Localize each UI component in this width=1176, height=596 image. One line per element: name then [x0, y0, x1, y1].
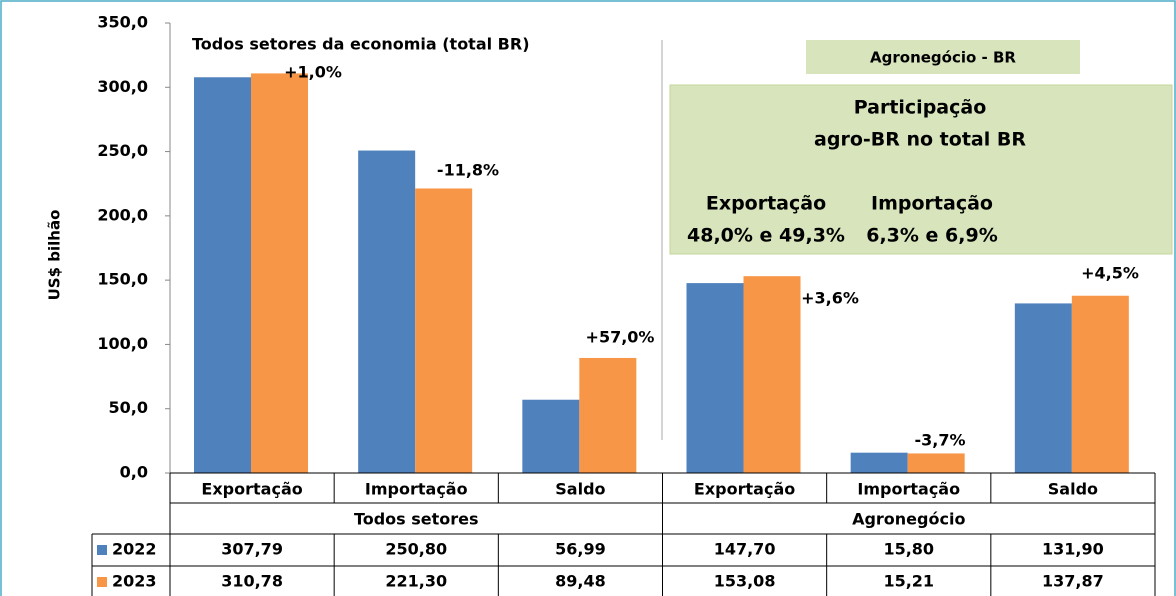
agro-box [806, 40, 1080, 74]
table-cell: 250,80 [385, 540, 447, 559]
bar [415, 188, 473, 473]
x-tick-label: Saldo [555, 480, 605, 499]
y-tick-label: 50,0 [109, 398, 148, 417]
table-cell: 15,21 [883, 572, 934, 591]
box-label: Importação [871, 193, 993, 215]
box-line: agro-BR no total BR [814, 129, 1026, 151]
x-tick-label: Importação [857, 480, 960, 499]
bar [907, 453, 965, 473]
bar [743, 276, 801, 473]
annotation: +1,0% [284, 63, 342, 82]
y-tick-label: 200,0 [97, 205, 148, 224]
table-cell: 89,48 [555, 572, 606, 591]
box-value: 48,0% e 49,3% [687, 225, 845, 247]
annotation: +4,5% [1081, 264, 1139, 283]
bar [686, 283, 744, 473]
annotation: -3,7% [914, 431, 965, 450]
table-cell: 56,99 [555, 540, 606, 559]
panel-title: Todos setores da economia (total BR) [192, 35, 530, 54]
annotation: +57,0% [586, 328, 655, 347]
table-cell: 153,08 [714, 572, 776, 591]
table-cell: 15,80 [883, 540, 934, 559]
bar [579, 357, 637, 473]
bar [251, 73, 308, 473]
bar [358, 150, 416, 474]
x-tick-label: Importação [365, 480, 468, 499]
table-cell: 147,70 [714, 540, 776, 559]
table-cell: 137,87 [1042, 572, 1104, 591]
bar [1014, 303, 1072, 473]
legend-swatch [97, 545, 107, 555]
box-line: Participação [854, 97, 987, 119]
legend-label: 2023 [112, 572, 157, 591]
y-tick-label: 150,0 [97, 270, 148, 289]
agro-title: Agronegócio - BR [870, 49, 1016, 67]
bar [850, 452, 908, 473]
y-tick-label: 300,0 [97, 77, 148, 96]
y-tick-label: 350,0 [97, 13, 148, 32]
box-value: 6,3% e 6,9% [866, 225, 998, 247]
bar [522, 399, 580, 473]
table-cell: 307,79 [221, 540, 283, 559]
bar [1071, 295, 1129, 473]
x-tick-label: Exportação [201, 480, 302, 499]
y-tick-label: 100,0 [97, 334, 148, 353]
group-label: Agronegócio [852, 510, 965, 529]
table-cell: 221,30 [385, 572, 447, 591]
x-tick-label: Exportação [694, 480, 795, 499]
annotation: +3,6% [801, 289, 859, 308]
legend-label: 2022 [112, 540, 157, 559]
annotation: -11,8% [437, 161, 499, 180]
bar [194, 77, 251, 474]
box-label: Exportação [706, 193, 826, 215]
group-label: Todos setores [354, 510, 479, 529]
x-tick-label: Saldo [1048, 480, 1098, 499]
legend-swatch [97, 577, 107, 587]
y-tick-label: 250,0 [97, 141, 148, 160]
y-axis-label: US$ bilhão [46, 210, 64, 301]
info-box [669, 84, 1173, 255]
table-cell: 310,78 [221, 572, 283, 591]
table-cell: 131,90 [1042, 540, 1104, 559]
y-tick-label: 0,0 [120, 463, 148, 482]
